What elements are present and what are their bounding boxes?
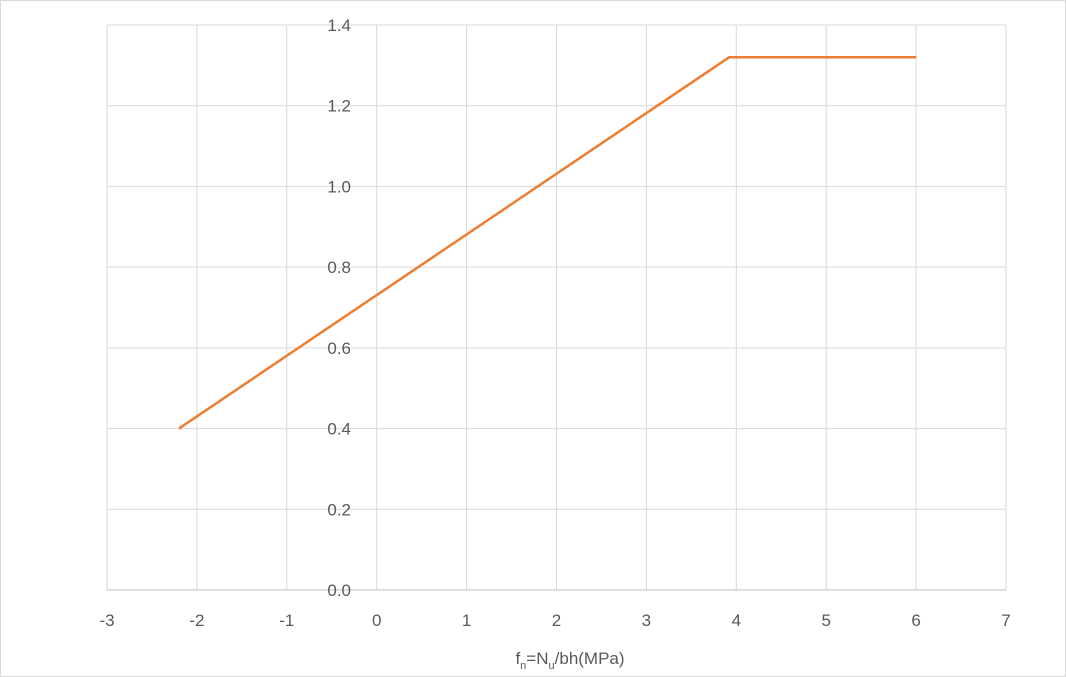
y-tick-label: 0.6 <box>327 339 351 358</box>
y-tick-label: 0.2 <box>327 500 351 519</box>
y-tick-label: 1.2 <box>327 97 351 116</box>
y-tick-label: 0.8 <box>327 258 351 277</box>
x-tick-labels: -3 -2 -1 0 1 2 3 4 5 6 7 <box>99 611 1010 630</box>
x-tick-label: -1 <box>279 611 294 630</box>
vertical-gridlines <box>106 25 1007 590</box>
y-tick-label: 0.0 <box>327 581 351 600</box>
x-axis-label: fn=Nu/bh(MPa) <box>515 649 624 672</box>
x-tick-label: 3 <box>642 611 651 630</box>
series-layer <box>178 56 917 430</box>
x-tick-label: 7 <box>1001 611 1010 630</box>
y-tick-label: 1.0 <box>327 177 351 196</box>
x-tick-label: 5 <box>821 611 830 630</box>
x-tick-label: 6 <box>911 611 920 630</box>
y-tick-label: 1.4 <box>327 16 351 35</box>
x-tick-label: -2 <box>189 611 204 630</box>
y-tick-label: 0.4 <box>327 420 351 439</box>
series-line <box>178 56 917 430</box>
x-tick-label: 2 <box>552 611 561 630</box>
x-tick-label: -3 <box>99 611 114 630</box>
x-tick-label: 0 <box>372 611 381 630</box>
x-tick-label: 4 <box>732 611 741 630</box>
horizontal-gridlines <box>107 24 1006 591</box>
y-tick-labels: 0.0 0.2 0.4 0.6 0.8 1.0 1.2 1.4 <box>327 16 351 600</box>
x-tick-label: 1 <box>462 611 471 630</box>
